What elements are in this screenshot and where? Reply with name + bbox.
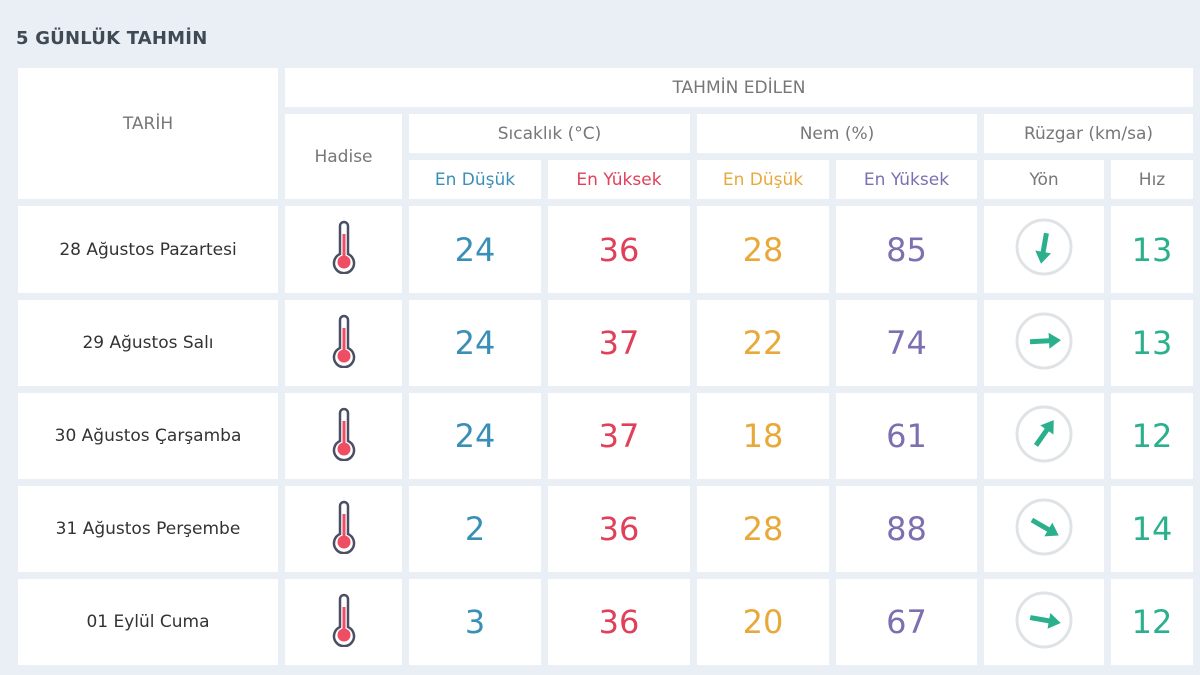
header-hum-min: En Düşük	[697, 160, 829, 199]
header-forecast: TAHMİN EDİLEN	[285, 68, 1193, 107]
wind-direction-arrow-icon	[1014, 590, 1074, 655]
row-event	[285, 393, 402, 479]
wind-direction-arrow-icon	[1014, 311, 1074, 376]
row-wind-speed: 13	[1111, 206, 1193, 293]
header-wind-dir: Yön	[984, 160, 1104, 199]
row-temp-min: 2	[409, 486, 541, 572]
row-wind-speed: 13	[1111, 300, 1193, 386]
forecast-table: TARİH TAHMİN EDİLEN Hadise Sıcaklık (°C)…	[18, 68, 1193, 665]
wind-direction-arrow-icon	[1014, 404, 1074, 469]
row-temp-max: 36	[548, 206, 690, 293]
row-date: 31 Ağustos Perşembe	[18, 486, 278, 572]
row-wind-speed: 12	[1111, 393, 1193, 479]
row-hum-max: 67	[836, 579, 977, 665]
row-temp-max: 36	[548, 579, 690, 665]
row-date: 28 Ağustos Pazartesi	[18, 206, 278, 293]
row-wind-dir	[984, 206, 1104, 293]
header-event: Hadise	[285, 114, 402, 199]
row-hum-max: 74	[836, 300, 977, 386]
thermometer-icon	[329, 593, 359, 652]
row-wind-speed: 14	[1111, 486, 1193, 572]
row-event	[285, 579, 402, 665]
row-hum-min: 28	[697, 206, 829, 293]
row-wind-dir	[984, 486, 1104, 572]
row-hum-max: 85	[836, 206, 977, 293]
row-hum-min: 18	[697, 393, 829, 479]
row-wind-speed: 12	[1111, 579, 1193, 665]
row-hum-max: 61	[836, 393, 977, 479]
row-hum-min: 22	[697, 300, 829, 386]
row-wind-dir	[984, 579, 1104, 665]
row-hum-min: 20	[697, 579, 829, 665]
thermometer-icon	[329, 314, 359, 373]
wind-direction-arrow-icon	[1014, 497, 1074, 562]
row-date: 01 Eylül Cuma	[18, 579, 278, 665]
row-hum-min: 28	[697, 486, 829, 572]
wind-direction-arrow-icon	[1014, 217, 1074, 282]
thermometer-icon	[329, 407, 359, 466]
header-temp-max: En Yüksek	[548, 160, 690, 199]
row-event	[285, 206, 402, 293]
row-temp-min: 24	[409, 206, 541, 293]
header-wind: Rüzgar (km/sa)	[984, 114, 1193, 153]
row-temp-min: 24	[409, 393, 541, 479]
row-wind-dir	[984, 300, 1104, 386]
row-temp-min: 24	[409, 300, 541, 386]
page-title: 5 GÜNLÜK TAHMİN	[16, 28, 208, 49]
row-temp-min: 3	[409, 579, 541, 665]
thermometer-icon	[329, 220, 359, 279]
row-wind-dir	[984, 393, 1104, 479]
row-hum-max: 88	[836, 486, 977, 572]
row-temp-max: 37	[548, 393, 690, 479]
header-humidity: Nem (%)	[697, 114, 977, 153]
header-wind-speed: Hız	[1111, 160, 1193, 199]
row-event	[285, 486, 402, 572]
row-temp-max: 36	[548, 486, 690, 572]
thermometer-icon	[329, 500, 359, 559]
row-date: 29 Ağustos Salı	[18, 300, 278, 386]
row-temp-max: 37	[548, 300, 690, 386]
header-hum-max: En Yüksek	[836, 160, 977, 199]
row-event	[285, 300, 402, 386]
header-temperature: Sıcaklık (°C)	[409, 114, 690, 153]
row-date: 30 Ağustos Çarşamba	[18, 393, 278, 479]
header-date: TARİH	[18, 68, 278, 199]
header-temp-min: En Düşük	[409, 160, 541, 199]
